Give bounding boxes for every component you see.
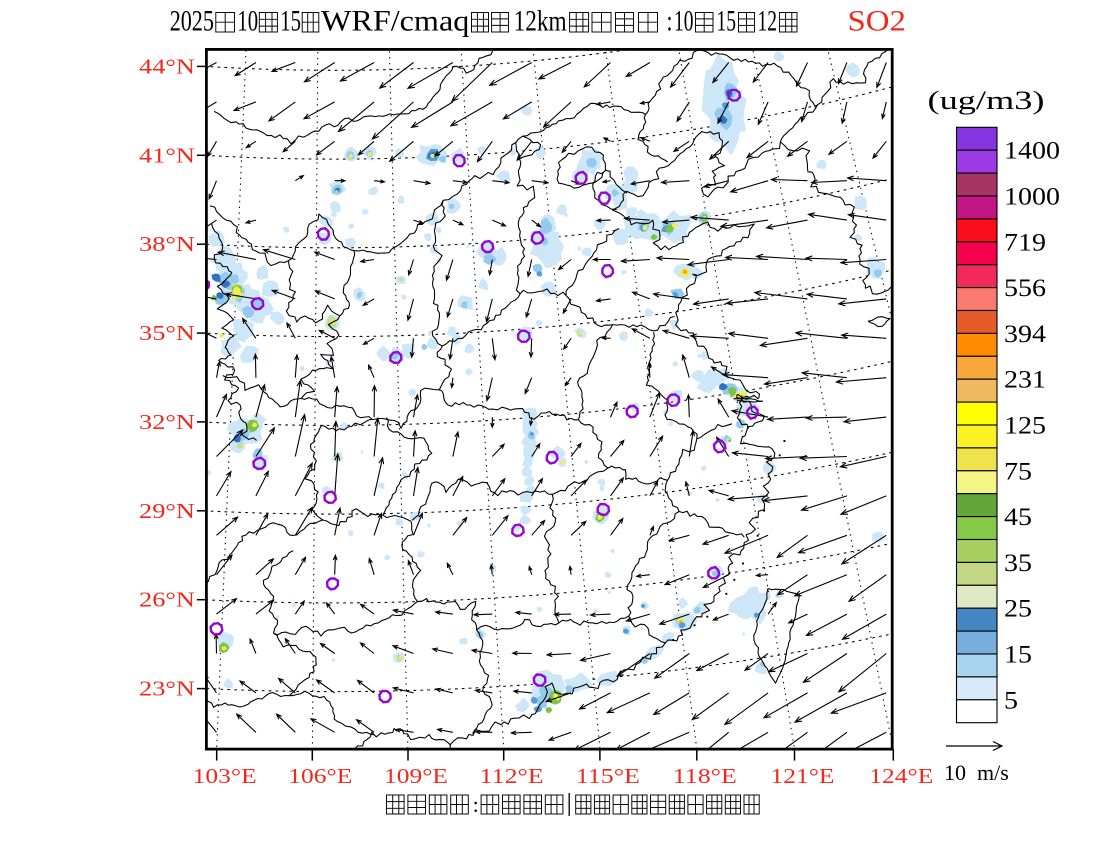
svg-text:115°E: 115°E [576, 764, 640, 788]
svg-text:12km: 12km [514, 5, 567, 38]
svg-text:109°E: 109°E [384, 764, 448, 788]
svg-text:124°E: 124°E [869, 764, 933, 788]
svg-text:112°E: 112°E [480, 764, 544, 788]
svg-text:23°N: 23°N [139, 677, 195, 701]
svg-text:SO2: SO2 [848, 5, 907, 38]
svg-text:103°E: 103°E [193, 764, 257, 788]
svg-text:15: 15 [280, 5, 301, 38]
svg-text::: : [667, 5, 673, 38]
svg-text:10: 10 [674, 5, 694, 38]
svg-text:45: 45 [1004, 504, 1032, 531]
svg-text:32°N: 32°N [139, 410, 195, 434]
svg-text:41°N: 41°N [139, 143, 195, 167]
svg-text:75: 75 [1004, 458, 1032, 485]
svg-text:5: 5 [1004, 687, 1018, 714]
svg-text:35: 35 [1004, 550, 1032, 577]
svg-text:WRF/cmaq: WRF/cmaq [321, 5, 469, 38]
svg-text:(ug/m3): (ug/m3) [928, 86, 1045, 115]
svg-text:29°N: 29°N [139, 499, 195, 523]
svg-text:26°N: 26°N [139, 588, 195, 612]
svg-text:15: 15 [1004, 642, 1032, 669]
svg-text:106°E: 106°E [288, 764, 352, 788]
svg-text:38°N: 38°N [139, 232, 195, 256]
svg-text:44°N: 44°N [139, 54, 195, 78]
svg-text::: : [473, 792, 479, 817]
svg-text:10: 10 [237, 5, 258, 38]
svg-text:231: 231 [1004, 367, 1046, 394]
svg-text:394: 394 [1004, 321, 1047, 348]
svg-text:35°N: 35°N [139, 321, 195, 345]
svg-text:12: 12 [758, 5, 778, 38]
svg-text:25: 25 [1004, 596, 1032, 623]
svg-text:2025: 2025 [170, 5, 214, 38]
svg-text:1400: 1400 [1004, 138, 1060, 165]
svg-text:1000: 1000 [1004, 184, 1060, 211]
svg-text:556: 556 [1004, 275, 1046, 302]
svg-text:719: 719 [1004, 229, 1046, 256]
svg-text:15: 15 [717, 5, 737, 38]
svg-text:125: 125 [1004, 413, 1046, 440]
svg-text:121°E: 121°E [771, 764, 835, 788]
svg-text:118°E: 118°E [673, 764, 737, 788]
svg-text:10 m/s: 10 m/s [944, 760, 1009, 785]
